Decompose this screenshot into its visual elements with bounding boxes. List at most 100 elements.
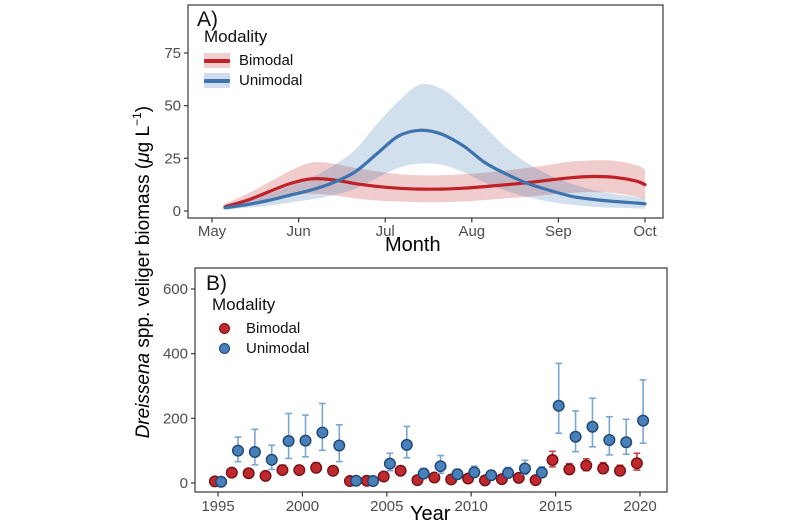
data-point-unimodal-2007	[417, 467, 430, 480]
y-axis-label-species: Dreissena	[133, 352, 155, 439]
panel-a-legend-item-unimodal: Unimodal	[204, 72, 302, 89]
data-point-unimodal-2005	[383, 457, 396, 470]
panel-b-y-tick-label: 200	[163, 410, 188, 427]
data-point-unimodal-2012	[502, 466, 515, 479]
data-point-bimodal-2020	[630, 457, 643, 470]
panel-b-y-tick-label: 400	[163, 346, 188, 363]
panel-a-legend: Modality Bimodal Unimodal	[204, 27, 302, 92]
panel-b-frame	[194, 267, 668, 493]
data-point-unimodal-2014	[535, 466, 548, 479]
data-point-unimodal-2006	[400, 438, 413, 451]
panel-a-x-tick-label: Sep	[545, 223, 572, 240]
data-point-unimodal-2011	[485, 469, 498, 482]
data-point-bimodal-2005	[377, 470, 390, 483]
panel-b-tag: B)	[206, 272, 227, 295]
line-bimodal	[223, 174, 647, 209]
data-point-bimodal-1996	[225, 466, 238, 479]
panel-b-legend-item-unimodal: Unimodal	[212, 340, 309, 357]
ribbon-bimodal	[225, 160, 645, 210]
data-point-unimodal-1999	[282, 434, 295, 447]
panel-b-x-axis-title: Year	[410, 503, 451, 525]
panel-b-legend-item-bimodal: Bimodal	[212, 320, 309, 337]
panel-a-y-tick-label: 25	[164, 150, 181, 167]
panel-b-x-tick-label: 1995	[201, 498, 234, 515]
panel-a-x-tick-label: Oct	[633, 223, 657, 240]
data-point-bimodal-2017	[580, 459, 593, 472]
data-point-unimodal-2018	[603, 434, 616, 447]
unimodal-label: Unimodal	[239, 72, 303, 89]
bimodal-ribbon-swatch	[204, 53, 230, 68]
panel-b-legend-title: Modality	[212, 295, 276, 314]
panel-a-y-tick-label: 75	[164, 45, 181, 62]
panel-a-y-tick-label: 50	[164, 98, 181, 115]
panel-b-x-tick-label: 2005	[370, 498, 403, 515]
data-point-unimodal-2016	[569, 430, 582, 443]
data-point-bimodal-2016	[563, 463, 576, 476]
data-point-bimodal-2006	[394, 464, 407, 477]
panel-b-x-tick-label: 2015	[539, 498, 572, 515]
bimodal-label: Bimodal	[246, 320, 301, 337]
panel-a-frame	[187, 4, 664, 219]
panel-a-y-tick-label: 0	[173, 203, 181, 220]
data-point-bimodal-1998	[259, 469, 272, 482]
data-point-unimodal-1997	[248, 445, 261, 458]
panel-a-x-tick-label: Jul	[376, 223, 395, 240]
data-point-unimodal-2009	[451, 468, 464, 481]
y-axis-label-mu: μ	[133, 152, 155, 163]
panel-a-legend-item-bimodal: Bimodal	[204, 52, 302, 69]
panel-a-plot: 0 25 50 75 May Jun Jul Aug Sep Oct	[164, 4, 664, 240]
data-point-bimodal-2015	[546, 454, 559, 467]
y-axis-label-superscript: −1	[129, 112, 144, 126]
data-point-unimodal-2019	[620, 436, 633, 449]
panel-b-plot: 0 200 400 600 1995 2000 2005 2010 2015 2020	[163, 267, 668, 515]
data-point-bimodal-2000	[293, 464, 306, 477]
panel-a-tag: A)	[197, 8, 218, 31]
y-axis-label-unit: g L	[133, 125, 155, 153]
unimodal-label: Unimodal	[246, 340, 310, 357]
data-point-bimodal-2019	[614, 464, 627, 477]
panel-b-y-tick-label: 0	[180, 475, 188, 492]
data-point-bimodal-2001	[310, 461, 323, 474]
data-point-unimodal-2010	[468, 466, 481, 479]
data-point-bimodal-2018	[597, 462, 610, 475]
panel-b-y-tick-label: 600	[163, 281, 188, 298]
data-point-bimodal-2002	[327, 464, 340, 477]
panel-a-x-tick-label: May	[198, 223, 227, 240]
panel-a-x-tick-label: Aug	[458, 223, 485, 240]
panel-a-legend-title: Modality	[204, 27, 268, 46]
data-point-bimodal-1997	[242, 467, 255, 480]
panel-b-legend: Modality Bimodal Unimodal	[212, 295, 309, 360]
data-point-unimodal-1996	[231, 444, 244, 457]
bimodal-label: Bimodal	[239, 52, 294, 69]
data-point-unimodal-2001	[316, 426, 329, 439]
data-point-unimodal-2003	[350, 474, 363, 487]
panel-b-x-tick-label: 2000	[286, 498, 319, 515]
unimodal-ribbon-swatch	[204, 73, 230, 88]
series-bimodal	[208, 450, 643, 488]
data-point-unimodal-2013	[518, 462, 531, 475]
data-point-unimodal-2015	[552, 399, 565, 412]
unimodal-point-swatch	[219, 343, 230, 354]
data-point-bimodal-2008	[428, 471, 441, 484]
data-point-unimodal-1998	[265, 453, 278, 466]
panel-a-x-axis-title: Month	[385, 234, 441, 256]
data-point-unimodal-2004	[367, 475, 380, 488]
series-unimodal	[215, 362, 650, 488]
y-axis-label-middle: spp. veliger biomass (	[133, 162, 155, 353]
data-point-unimodal-2008	[434, 460, 447, 473]
bimodal-point-swatch	[219, 323, 230, 334]
data-point-unimodal-2002	[333, 439, 346, 452]
data-point-bimodal-1999	[276, 464, 289, 477]
data-point-unimodal-2000	[299, 434, 312, 447]
data-point-unimodal-1995	[215, 475, 228, 488]
panel-b-x-tick-label: 2020	[623, 498, 656, 515]
line-unimodal	[223, 128, 647, 210]
y-axis-label: Dreissena spp. veliger biomass (μg L−1)	[129, 72, 155, 472]
data-point-bimodal-2013	[512, 471, 525, 484]
data-point-unimodal-2017	[586, 420, 599, 433]
data-point-unimodal-2020	[637, 414, 650, 427]
panel-b-x-tick-label: 2010	[455, 498, 488, 515]
panel-a-x-tick-label: Jun	[287, 223, 311, 240]
